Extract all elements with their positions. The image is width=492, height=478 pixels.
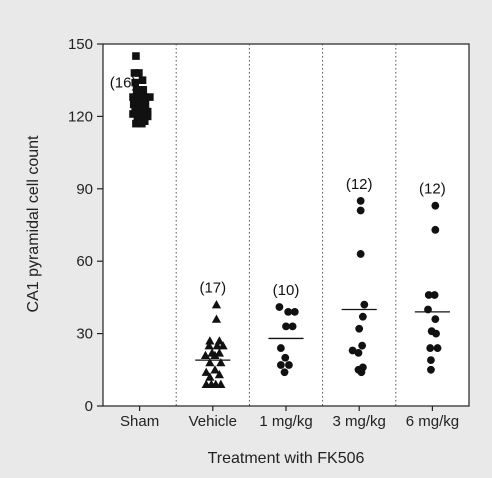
- circle-point: [430, 291, 439, 299]
- y-axis-label: CA1 pyramidal cell count: [25, 135, 42, 313]
- circle-point: [431, 225, 440, 234]
- square-point: [130, 69, 139, 77]
- x-tick-label: 1 mg/kg: [259, 413, 312, 430]
- square-point: [129, 100, 138, 109]
- square-point: [138, 110, 147, 118]
- circle-point: [276, 361, 285, 369]
- circle-point: [290, 307, 299, 316]
- mean-lines: [195, 308, 450, 361]
- y-tick-label: 120: [68, 108, 93, 125]
- triangle-point: [210, 365, 220, 374]
- square-point: [132, 52, 140, 60]
- circle-point: [285, 361, 293, 369]
- square-point: [143, 107, 152, 116]
- square-point: [132, 119, 140, 128]
- circle-point: [431, 201, 440, 210]
- x-tick-label: 6 mg/kg: [406, 413, 459, 430]
- circle-point: [356, 250, 365, 258]
- circle-point: [280, 368, 289, 377]
- circle-point: [281, 353, 290, 362]
- circle-point: [282, 322, 290, 331]
- circle-point: [348, 346, 357, 355]
- triangle-point: [216, 357, 226, 367]
- n-label: (16): [110, 75, 137, 92]
- n-label: (17): [199, 280, 226, 297]
- circle-point: [354, 349, 363, 357]
- circle-point: [424, 291, 433, 299]
- circle-point: [427, 356, 435, 365]
- circle-point: [432, 329, 440, 338]
- circle-point: [357, 368, 366, 377]
- circle-point: [276, 344, 285, 352]
- x-tick-label: Vehicle: [189, 413, 237, 430]
- circle-point: [356, 196, 365, 205]
- data-points: [129, 52, 442, 388]
- circle-point: [288, 322, 297, 331]
- triangle-point: [214, 370, 224, 379]
- y-axis: 0 30 60 90 120 150: [68, 36, 103, 415]
- square-point: [143, 112, 152, 121]
- plot-area: [102, 43, 470, 407]
- square-point: [140, 93, 149, 101]
- sample-size-labels: (16) (17) (10) (12) (12): [110, 75, 446, 299]
- triangle-point: [204, 341, 214, 350]
- triangle-point: [216, 379, 226, 388]
- triangle-point: [205, 357, 215, 367]
- x-axis-label: Treatment with FK506: [208, 450, 365, 467]
- square-point: [141, 100, 150, 109]
- square-point: [137, 119, 146, 128]
- y-tick-label: 0: [85, 398, 93, 415]
- triangle-point: [201, 367, 211, 376]
- circle-point: [355, 324, 364, 333]
- triangle-point: [205, 372, 215, 381]
- x-tick-label: Sham: [120, 413, 159, 430]
- y-tick-label: 150: [68, 36, 93, 53]
- circle-point: [358, 312, 367, 321]
- circle-point: [433, 344, 442, 352]
- circle-point: [431, 315, 440, 324]
- y-tick-label: 90: [76, 181, 93, 198]
- x-tick-label: 3 mg/kg: [333, 413, 386, 430]
- square-point: [131, 78, 140, 87]
- square-point: [146, 93, 154, 101]
- triangle-point: [212, 341, 222, 350]
- y-tick-label: 60: [76, 253, 93, 270]
- y-tick-label: 30: [76, 326, 93, 343]
- triangle-point: [205, 336, 215, 345]
- circle-point: [426, 344, 435, 352]
- triangle-point: [211, 314, 222, 323]
- square-point: [136, 93, 145, 101]
- triangle-point: [218, 341, 228, 350]
- circle-point: [358, 341, 367, 350]
- circle-point: [275, 303, 284, 311]
- triangle-point: [200, 350, 211, 359]
- circle-point: [356, 206, 365, 215]
- group-separators: [175, 44, 397, 406]
- circle-point: [360, 300, 369, 309]
- square-point: [139, 86, 148, 94]
- circle-point: [427, 365, 435, 374]
- n-label: (10): [273, 282, 300, 299]
- circle-point: [284, 307, 293, 316]
- x-axis: Sham Vehicle 1 mg/kg 3 mg/kg 6 mg/kg: [120, 406, 459, 430]
- triangle-point: [211, 300, 222, 309]
- triangle-point: [210, 350, 220, 359]
- square-point: [129, 110, 137, 118]
- square-point: [138, 76, 147, 84]
- n-label: (12): [346, 176, 373, 193]
- square-point: [135, 69, 143, 77]
- n-label: (12): [419, 181, 446, 198]
